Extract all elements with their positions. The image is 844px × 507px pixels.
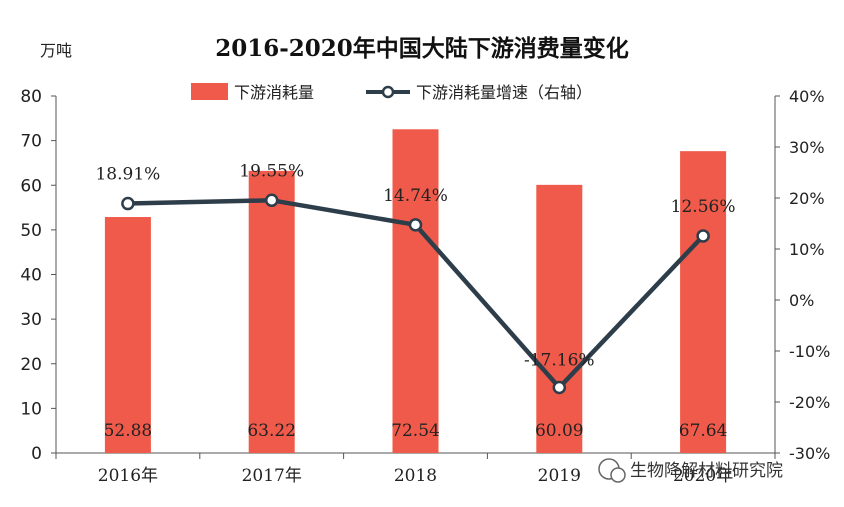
y-tick-label-left: 30 bbox=[20, 310, 42, 330]
y-axis-unit: 万吨 bbox=[40, 41, 72, 60]
legend-line-label: 下游消耗量增速（右轴） bbox=[416, 83, 592, 102]
bars bbox=[104, 129, 727, 454]
growth-value-label: -17.16% bbox=[524, 351, 595, 371]
x-tick-label: 2016年 bbox=[98, 466, 158, 486]
x-tick-label: 2017年 bbox=[242, 466, 302, 486]
x-tick-label: 2018 bbox=[394, 466, 437, 486]
legend-line-marker bbox=[381, 85, 395, 99]
data-labels: 52.88 63.22 72.54 60.09 67.64 18.91% 19.55% 14.… bbox=[95, 161, 735, 441]
growth-point bbox=[696, 229, 710, 243]
bar bbox=[104, 217, 151, 453]
x-tick-label: 2019 bbox=[538, 466, 581, 486]
watermark-text: 生物降解材料研究院 bbox=[630, 461, 783, 481]
y-tick-label-left: 50 bbox=[20, 221, 42, 241]
axes: 0 10 20 30 40 50 60 70 80 -30% -20% -10% 0% 10% 20% 30%… bbox=[20, 87, 830, 486]
y-tick-label-left: 80 bbox=[20, 87, 42, 107]
bar-value-label: 63.22 bbox=[247, 421, 296, 441]
chart-title: 2016-2020年中国大陆下游消费量变化 bbox=[215, 35, 629, 62]
growth-value-label: 14.74% bbox=[383, 186, 448, 206]
y-tick-label-right: -20% bbox=[789, 393, 830, 412]
y-tick-label-left: 20 bbox=[20, 355, 42, 375]
growth-value-label: 19.55% bbox=[239, 161, 304, 181]
bar bbox=[248, 170, 295, 454]
bar-value-label: 67.64 bbox=[679, 421, 728, 441]
bar bbox=[392, 129, 439, 453]
y-tick-label-left: 0 bbox=[31, 444, 42, 464]
y-tick-label-left: 10 bbox=[20, 399, 42, 419]
growth-point bbox=[264, 193, 279, 208]
x-tick-label: 2020年 bbox=[673, 466, 733, 486]
growth-value-label: 18.91% bbox=[95, 165, 160, 185]
bar bbox=[536, 184, 583, 453]
y-tick-label-left: 70 bbox=[20, 132, 42, 152]
y-tick-label-right: 20% bbox=[789, 189, 825, 208]
legend-bar-label: 下游消耗量 bbox=[234, 83, 314, 102]
wechat-icon-bubble bbox=[610, 467, 626, 483]
legend-bar-swatch bbox=[191, 83, 228, 100]
y-tick-label-right: -10% bbox=[789, 342, 830, 361]
y-tick-label-right: -30% bbox=[789, 444, 830, 463]
bar-value-label: 60.09 bbox=[535, 421, 584, 441]
legend: 下游消耗量 下游消耗量增速（右轴） bbox=[191, 83, 592, 102]
y-tick-label-left: 40 bbox=[20, 266, 42, 286]
growth-value-label: 12.56% bbox=[671, 197, 736, 217]
bar bbox=[680, 151, 727, 453]
y-tick-label-left: 60 bbox=[20, 176, 42, 196]
bar-value-label: 52.88 bbox=[104, 421, 153, 441]
y-tick-label-right: 30% bbox=[789, 138, 825, 157]
growth-point bbox=[552, 380, 567, 395]
line-series bbox=[121, 193, 710, 395]
growth-point bbox=[121, 196, 135, 211]
growth-point bbox=[408, 218, 423, 232]
bar-value-label: 72.54 bbox=[391, 421, 440, 441]
y-tick-label-right: 0% bbox=[789, 291, 814, 310]
y-tick-label-right: 40% bbox=[789, 87, 825, 106]
watermark: 生物降解材料研究院 bbox=[598, 458, 783, 483]
y-tick-label-right: 10% bbox=[789, 240, 825, 259]
